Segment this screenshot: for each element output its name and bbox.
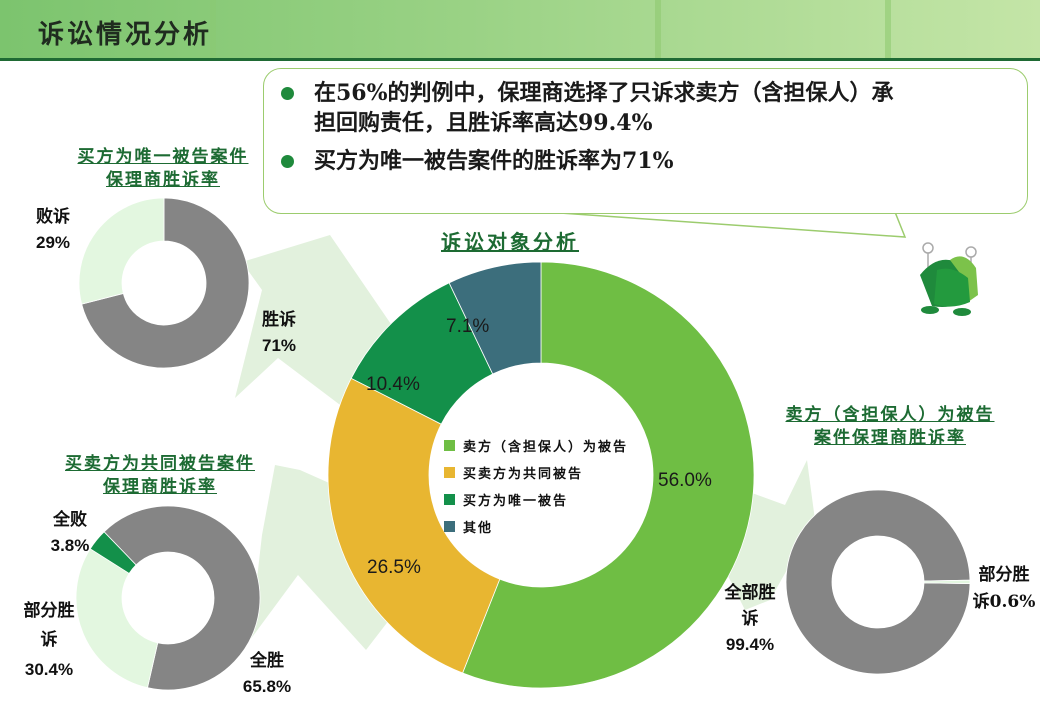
buyer-win-label: 胜诉 71% [254, 308, 304, 358]
legend-item-seller: 卖方（含担保人）为被告 [444, 432, 628, 459]
header-banner: 诉讼情况分析 [0, 0, 1040, 58]
label-seller: 56.0% [658, 470, 712, 491]
segment-partial-win [923, 579, 971, 585]
callout-bullet-2: 买方为唯一被告案件的胜诉率为71% [281, 146, 674, 176]
joint-chart-title: 买卖方为共同被告案件 保理商胜诉率 [40, 453, 280, 499]
label-name: 全败 [53, 510, 87, 530]
title-line: 卖方（含担保人）为被告 [785, 405, 995, 425]
header-decoration [210, 0, 216, 58]
segment-joint [327, 377, 501, 674]
label-name: 诉 [40, 630, 58, 650]
joint-donut-chart [75, 505, 261, 691]
legend-item-joint: 买卖方为共同被告 [444, 459, 628, 486]
legend-swatch [444, 467, 455, 478]
label-pct: 29% [35, 233, 71, 252]
page-title: 诉讼情况分析 [38, 20, 213, 50]
title-line: 买卖方为共同被告案件 [65, 454, 255, 474]
bullet-text: 担回购责任，且胜诉率高达99.4% [314, 110, 653, 136]
legend-swatch [444, 440, 455, 451]
joint-all-lose-label: 全败 3.8% [40, 508, 100, 558]
legend-item-other: 其他 [444, 513, 628, 540]
title-line: 买方为唯一被告案件 [77, 147, 249, 167]
header-decoration [655, 0, 661, 58]
title-line: 保理商胜诉率 [103, 477, 217, 497]
buyer-donut-chart [78, 197, 250, 369]
title-line: 保理商胜诉率 [106, 170, 220, 190]
joint-partial-label: 部分胜 诉 30.4% [14, 597, 84, 684]
segment-all-win [103, 505, 261, 691]
legend-swatch [444, 494, 455, 505]
label-pct: 65.8% [242, 677, 292, 696]
label-name: 诉0.6% [972, 592, 1036, 612]
legend-swatch [444, 521, 455, 532]
seller-chart-title: 卖方（含担保人）为被告 案件保理商胜诉率 [762, 404, 1018, 450]
label-name: 部分胜 [23, 601, 75, 621]
segment-all-lose [89, 531, 137, 574]
label-other: 7.1% [446, 316, 490, 337]
label-pct: 99.4% [725, 635, 775, 654]
segment-all-win [785, 489, 971, 675]
legend-label: 卖方（含担保人）为被告 [463, 440, 629, 455]
label-name: 诉 [741, 609, 759, 629]
legend-item-buyer: 买方为唯一被告 [444, 486, 628, 513]
segment-lose [78, 197, 165, 305]
label-pct: 3.8% [50, 536, 90, 555]
header-decoration [885, 0, 891, 58]
label-pct: 71% [261, 336, 297, 355]
segment-win [81, 197, 250, 369]
seller-donut-chart [785, 489, 971, 675]
segment-partial-win [75, 548, 159, 689]
main-donut-chart [327, 261, 755, 689]
mascot-icon [920, 242, 978, 316]
bullet-dot-icon [281, 155, 294, 168]
label-buyer: 10.4% [366, 374, 420, 395]
bullet-text: 在56%的判例中，保理商选择了只诉求卖方（含担保人）承 [314, 80, 894, 106]
label-pct: 30.4% [24, 660, 74, 679]
main-chart-title: 诉讼对象分析 [441, 230, 579, 254]
legend-label: 买方为唯一被告 [463, 494, 569, 509]
segment-other [448, 261, 542, 375]
bullet-dot-icon [281, 87, 294, 100]
label-name: 败诉 [36, 207, 70, 227]
legend-label: 买卖方为共同被告 [463, 467, 584, 482]
callout-pointer [559, 211, 907, 238]
label-name: 全部胜 [724, 583, 776, 603]
header-divider [0, 58, 1040, 61]
legend-label: 其他 [463, 521, 494, 536]
joint-all-win-label: 全胜 65.8% [232, 649, 302, 699]
seller-all-win-label: 全部胜 诉 99.4% [714, 580, 786, 658]
callout-bullet-1: 在56%的判例中，保理商选择了只诉求卖方（含担保人）承 担回购责任，且胜诉率高达… [281, 78, 894, 138]
label-name: 胜诉 [262, 310, 296, 330]
seller-partial-label: 部分胜 诉0.6% [968, 562, 1040, 616]
label-name: 部分胜 [978, 565, 1030, 585]
buyer-chart-title: 买方为唯一被告案件 保理商胜诉率 [48, 146, 278, 192]
buyer-lose-label: 败诉 29% [28, 205, 78, 255]
bullet-text: 买方为唯一被告案件的胜诉率为71% [314, 148, 674, 174]
label-joint: 26.5% [367, 557, 421, 578]
label-name: 全胜 [250, 651, 284, 671]
segment-seller [462, 261, 755, 689]
title-line: 案件保理商胜诉率 [814, 428, 966, 448]
main-chart-legend: 卖方（含担保人）为被告 买卖方为共同被告 买方为唯一被告 其他 [444, 432, 628, 540]
summary-callout [263, 68, 1028, 214]
